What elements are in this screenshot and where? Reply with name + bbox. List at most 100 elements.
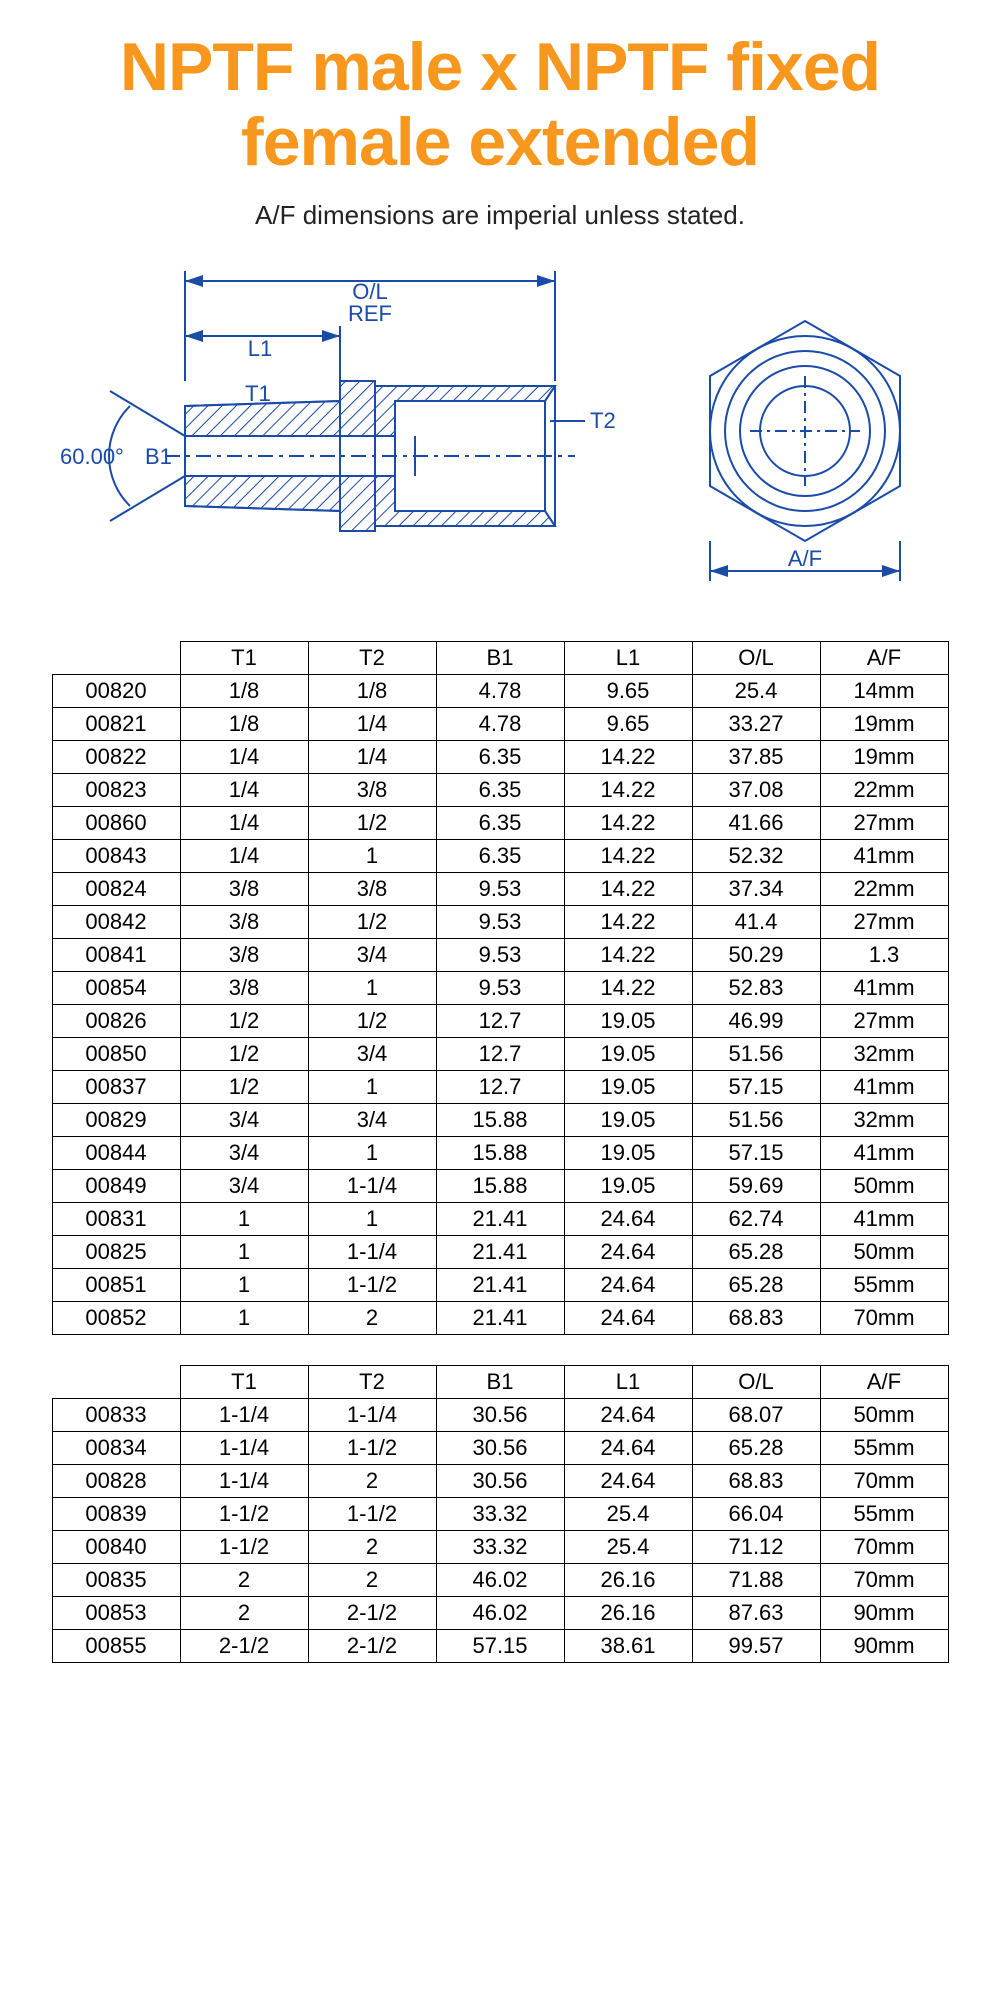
table-cell: 99.57 <box>692 1629 820 1662</box>
table-cell: 00831 <box>52 1202 180 1235</box>
table-cell: 25.4 <box>564 1497 692 1530</box>
col-header: B1 <box>436 641 564 674</box>
table-row: 008211/81/44.789.6533.2719mm <box>52 707 948 740</box>
table-cell: 00837 <box>52 1070 180 1103</box>
table-cell: 24.64 <box>564 1235 692 1268</box>
table-cell: 37.34 <box>692 872 820 905</box>
table-cell: 1-1/4 <box>308 1235 436 1268</box>
table-cell: 32mm <box>820 1103 948 1136</box>
table-cell: 46.99 <box>692 1004 820 1037</box>
table-cell: 1/4 <box>180 806 308 839</box>
table-cell: 62.74 <box>692 1202 820 1235</box>
table-cell: 1-1/4 <box>180 1431 308 1464</box>
table-cell: 41.66 <box>692 806 820 839</box>
table-cell: 1/2 <box>308 806 436 839</box>
table-cell: 9.65 <box>564 674 692 707</box>
table-row: 008601/41/26.3514.2241.6627mm <box>52 806 948 839</box>
table-cell: 41.4 <box>692 905 820 938</box>
table-cell: 00829 <box>52 1103 180 1136</box>
table-cell: 37.85 <box>692 740 820 773</box>
table-cell: 14.22 <box>564 971 692 1004</box>
table-cell: 00853 <box>52 1596 180 1629</box>
table-cell: 1/4 <box>180 839 308 872</box>
table-cell: 1/4 <box>308 707 436 740</box>
table-cell: 19.05 <box>564 1037 692 1070</box>
table-cell: 00842 <box>52 905 180 938</box>
table-cell: 3/8 <box>308 773 436 806</box>
table-cell: 24.64 <box>564 1301 692 1334</box>
table-cell: 1 <box>180 1202 308 1235</box>
page-title: NPTF male x NPTF fixed female extended <box>20 30 980 180</box>
table-cell: 1/2 <box>308 1004 436 1037</box>
dimensions-table-2: T1T2B1L1O/LA/F008331-1/41-1/430.5624.646… <box>52 1365 949 1663</box>
table-cell: 3/8 <box>180 938 308 971</box>
col-header: L1 <box>564 641 692 674</box>
table-row: 008552-1/22-1/257.1538.6199.5790mm <box>52 1629 948 1662</box>
table-cell: 90mm <box>820 1596 948 1629</box>
table-row: 008493/41-1/415.8819.0559.6950mm <box>52 1169 948 1202</box>
col-header: T1 <box>180 1365 308 1398</box>
ref-label: REF <box>348 301 392 326</box>
table-cell: 4.78 <box>436 674 564 707</box>
table-cell: 1-1/2 <box>180 1530 308 1563</box>
table-cell: 41mm <box>820 1070 948 1103</box>
table-cell: 50.29 <box>692 938 820 971</box>
table-cell: 00839 <box>52 1497 180 1530</box>
table-cell: 33.27 <box>692 707 820 740</box>
table-cell: 1.3 <box>820 938 948 971</box>
table-cell: 19.05 <box>564 1004 692 1037</box>
table-cell: 50mm <box>820 1398 948 1431</box>
table-cell: 00833 <box>52 1398 180 1431</box>
table-cell: 1-1/4 <box>308 1169 436 1202</box>
technical-diagram: O/L REF L1 T1 <box>20 261 980 601</box>
table-cell: 00824 <box>52 872 180 905</box>
table-cell: 51.56 <box>692 1103 820 1136</box>
table-cell: 57.15 <box>692 1136 820 1169</box>
table-row: 0085322-1/246.0226.1687.6390mm <box>52 1596 948 1629</box>
table-row: 008311121.4124.6462.7441mm <box>52 1202 948 1235</box>
table-cell: 14.22 <box>564 839 692 872</box>
table-cell: 14.22 <box>564 905 692 938</box>
table-cell: 1/8 <box>308 674 436 707</box>
table-row: 008221/41/46.3514.2237.8519mm <box>52 740 948 773</box>
table-cell: 00835 <box>52 1563 180 1596</box>
table-cell: 33.32 <box>436 1497 564 1530</box>
col-header: T2 <box>308 1365 436 1398</box>
table-cell: 00844 <box>52 1136 180 1169</box>
table-cell: 41mm <box>820 1136 948 1169</box>
table-cell: 1-1/2 <box>308 1268 436 1301</box>
table-cell: 9.53 <box>436 872 564 905</box>
table-row: 008431/416.3514.2252.3241mm <box>52 839 948 872</box>
table-cell: 90mm <box>820 1629 948 1662</box>
table-cell: 9.53 <box>436 971 564 1004</box>
table-cell: 2-1/2 <box>308 1629 436 1662</box>
table-cell: 2 <box>180 1563 308 1596</box>
table-cell: 2-1/2 <box>308 1596 436 1629</box>
table-cell: 9.65 <box>564 707 692 740</box>
table-cell: 4.78 <box>436 707 564 740</box>
table-cell: 00822 <box>52 740 180 773</box>
table-cell: 3/8 <box>180 971 308 1004</box>
table-cell: 1-1/2 <box>308 1431 436 1464</box>
table-cell: 6.35 <box>436 839 564 872</box>
table-cell: 1/8 <box>180 707 308 740</box>
table-cell: 68.83 <box>692 1301 820 1334</box>
table-cell: 00820 <box>52 674 180 707</box>
table-cell: 37.08 <box>692 773 820 806</box>
table-cell: 19.05 <box>564 1169 692 1202</box>
table-cell: 1/8 <box>180 674 308 707</box>
table-row: 008543/819.5314.2252.8341mm <box>52 971 948 1004</box>
table-cell: 6.35 <box>436 740 564 773</box>
table-cell: 38.61 <box>564 1629 692 1662</box>
table-cell: 2 <box>308 1464 436 1497</box>
table-cell: 41mm <box>820 1202 948 1235</box>
table-cell: 00834 <box>52 1431 180 1464</box>
table-cell: 3/4 <box>180 1136 308 1169</box>
table-cell: 55mm <box>820 1497 948 1530</box>
table-cell: 1-1/4 <box>308 1398 436 1431</box>
table-cell: 30.56 <box>436 1398 564 1431</box>
table-cell: 70mm <box>820 1464 948 1497</box>
table-cell: 3/8 <box>180 872 308 905</box>
table-cell: 22mm <box>820 872 948 905</box>
table-cell: 00860 <box>52 806 180 839</box>
